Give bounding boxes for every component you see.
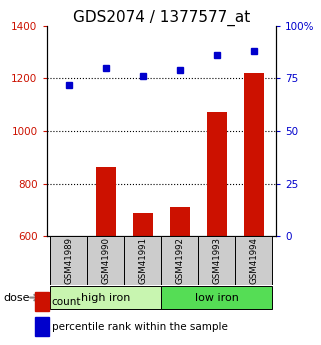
Bar (161, 236, 198, 285)
Bar (87, 236, 124, 285)
Text: percentile rank within the sample: percentile rank within the sample (52, 322, 228, 332)
Bar (124, 236, 161, 285)
Text: GSM41994: GSM41994 (249, 237, 258, 284)
Bar (161, 286, 272, 309)
Bar (96, 167, 116, 236)
Text: GSM41993: GSM41993 (212, 237, 221, 284)
Bar (235, 236, 272, 285)
Bar (50, 286, 161, 309)
Text: GSM41991: GSM41991 (138, 237, 147, 284)
Text: high iron: high iron (81, 293, 130, 303)
Bar (169, 207, 190, 236)
Text: dose: dose (3, 293, 30, 303)
Title: GDS2074 / 1377577_at: GDS2074 / 1377577_at (73, 10, 250, 26)
Text: GSM41990: GSM41990 (101, 237, 110, 284)
Text: low iron: low iron (195, 293, 239, 303)
Bar (35, 292, 49, 311)
Bar (207, 112, 227, 236)
Text: GSM41992: GSM41992 (175, 237, 184, 284)
Bar (133, 213, 153, 236)
Text: GSM41989: GSM41989 (64, 237, 73, 284)
Text: count: count (52, 297, 81, 307)
Bar (35, 317, 49, 336)
Bar (198, 236, 235, 285)
Bar (244, 73, 264, 236)
Bar (50, 236, 87, 285)
